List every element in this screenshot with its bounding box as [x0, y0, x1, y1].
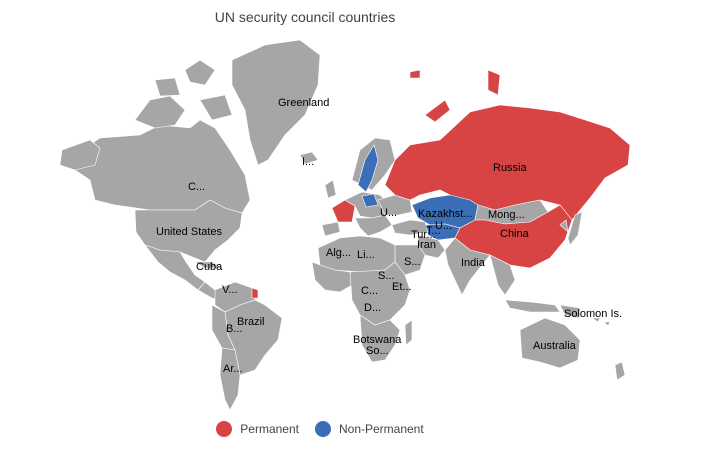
- country-southern-africa[interactable]: [359, 314, 401, 363]
- country-russia-islands[interactable]: [409, 69, 501, 123]
- label-saudi-arabia: S...: [404, 256, 421, 268]
- country-indonesia[interactable]: [504, 299, 561, 313]
- label-argentina: Ar...: [223, 363, 243, 375]
- country-turkey[interactable]: [391, 219, 429, 236]
- label-turkmenistan: T...: [426, 225, 441, 237]
- country-canada[interactable]: [69, 119, 251, 214]
- label-brazil: Brazil: [237, 316, 265, 328]
- legend-label-permanent: Permanent: [240, 422, 299, 436]
- map-title: UN security council countries: [214, 9, 396, 25]
- label-canada: C...: [188, 181, 205, 193]
- legend-item-permanent[interactable]: Permanent: [216, 421, 299, 437]
- map-legend: Permanent Non-Permanent: [0, 421, 640, 437]
- country-madagascar[interactable]: [404, 319, 413, 346]
- label-cuba: Cuba: [196, 261, 223, 273]
- label-uzbekistan: U...: [435, 220, 452, 232]
- country-poland[interactable]: [361, 193, 379, 208]
- label-ethiopia: Et...: [392, 281, 412, 293]
- label-venezuela: V...: [222, 284, 238, 296]
- label-libya: Li...: [357, 249, 375, 261]
- label-greenland: Greenland: [278, 97, 329, 109]
- label-kazakhstan: Kazakhst...: [418, 208, 472, 220]
- country-cuba[interactable]: [193, 261, 224, 269]
- legend-swatch-permanent: [216, 421, 233, 437]
- country-australia[interactable]: [519, 317, 581, 369]
- country-french-guiana[interactable]: [251, 287, 259, 299]
- country-iceland[interactable]: [299, 151, 319, 165]
- country-greenland[interactable]: [231, 39, 321, 166]
- label-turkey: Tur...: [411, 229, 436, 241]
- label-botswana: Botswana: [353, 334, 402, 346]
- country-new-zealand[interactable]: [614, 361, 626, 381]
- country-russia[interactable]: [384, 104, 631, 221]
- country-argentina-chile[interactable]: [219, 347, 241, 411]
- label-south-africa: So...: [366, 345, 389, 357]
- country-uk[interactable]: [324, 179, 337, 199]
- country-central-africa[interactable]: [349, 261, 411, 326]
- legend-swatch-non-permanent: [314, 421, 331, 437]
- legend-label-non-permanent: Non-Permanent: [338, 422, 424, 436]
- country-india[interactable]: [444, 237, 491, 296]
- country-spain[interactable]: [321, 221, 341, 237]
- country-southeast-asia[interactable]: [489, 254, 516, 296]
- label-iceland: I...: [302, 156, 314, 168]
- country-italy-balkans[interactable]: [354, 214, 393, 237]
- legend-item-non-permanent[interactable]: Non-Permanent: [314, 421, 424, 437]
- country-alaska[interactable]: [59, 139, 101, 171]
- label-iran: Iran: [417, 239, 436, 251]
- label-solomon-islands: Solomon Is.: [564, 308, 622, 320]
- label-car: C...: [361, 285, 378, 297]
- label-russia: Russia: [493, 162, 528, 174]
- label-united-states: United States: [156, 226, 223, 238]
- label-sudan: S...: [378, 270, 395, 282]
- country-papua[interactable]: [559, 304, 581, 319]
- label-mongolia: Mong...: [488, 209, 525, 221]
- label-ukraine: U...: [380, 207, 397, 219]
- label-bolivia: B...: [226, 323, 243, 335]
- country-korea-japan[interactable]: [559, 211, 583, 246]
- country-solomon-islands[interactable]: [591, 317, 611, 327]
- label-china: China: [500, 228, 530, 240]
- label-australia: Australia: [533, 340, 577, 352]
- label-india: India: [461, 257, 486, 269]
- country-sweden[interactable]: [357, 144, 379, 193]
- country-arctic-islands[interactable]: [134, 59, 233, 129]
- label-algeria: Alg...: [326, 247, 351, 259]
- country-france[interactable]: [331, 199, 356, 223]
- label-drc: D...: [364, 302, 381, 314]
